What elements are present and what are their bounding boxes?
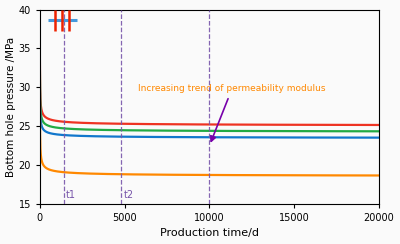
Text: t2: t2 [124,190,134,200]
Y-axis label: Bottom hole pressure /MPa: Bottom hole pressure /MPa [6,37,16,177]
Text: t1: t1 [66,190,76,200]
X-axis label: Production time/d: Production time/d [160,228,259,238]
Text: Increasing trend of permeability modulus: Increasing trend of permeability modulus [138,84,326,141]
